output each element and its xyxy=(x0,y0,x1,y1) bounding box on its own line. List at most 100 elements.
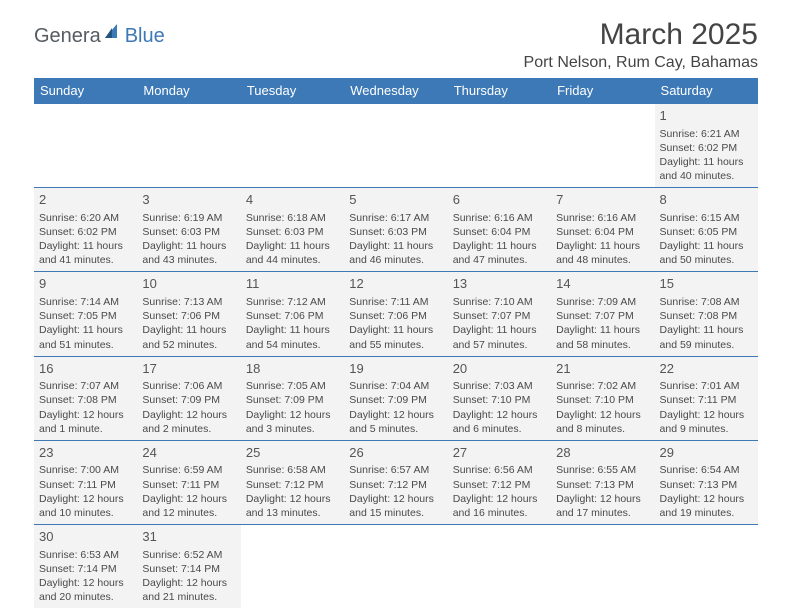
sunrise-text: Sunrise: 6:16 AM xyxy=(453,211,546,225)
sunrise-text: Sunrise: 6:57 AM xyxy=(349,463,442,477)
daylight-text: Daylight: 11 hours and 48 minutes. xyxy=(556,239,649,267)
day-info: Sunrise: 6:58 AMSunset: 7:12 PMDaylight:… xyxy=(246,463,339,520)
calendar-cell: 3Sunrise: 6:19 AMSunset: 6:03 PMDaylight… xyxy=(137,188,240,272)
daylight-text: Daylight: 11 hours and 55 minutes. xyxy=(349,323,442,351)
page-title: March 2025 xyxy=(524,18,758,52)
calendar-cell: 19Sunrise: 7:04 AMSunset: 7:09 PMDayligh… xyxy=(344,356,447,440)
day-info: Sunrise: 6:18 AMSunset: 6:03 PMDaylight:… xyxy=(246,211,339,268)
sunset-text: Sunset: 7:13 PM xyxy=(556,478,649,492)
day-info: Sunrise: 7:02 AMSunset: 7:10 PMDaylight:… xyxy=(556,379,649,436)
day-number: 31 xyxy=(142,528,235,546)
sunrise-text: Sunrise: 6:15 AM xyxy=(660,211,753,225)
weekday-header: Monday xyxy=(137,78,240,104)
sunset-text: Sunset: 7:09 PM xyxy=(349,393,442,407)
calendar-cell: 1Sunrise: 6:21 AMSunset: 6:02 PMDaylight… xyxy=(655,104,758,188)
daylight-text: Daylight: 11 hours and 41 minutes. xyxy=(39,239,132,267)
day-number: 29 xyxy=(660,444,753,462)
calendar-cell xyxy=(551,525,654,609)
day-info: Sunrise: 7:04 AMSunset: 7:09 PMDaylight:… xyxy=(349,379,442,436)
sunset-text: Sunset: 7:06 PM xyxy=(246,309,339,323)
weekday-header: Saturday xyxy=(655,78,758,104)
day-number: 18 xyxy=(246,360,339,378)
day-number: 9 xyxy=(39,275,132,293)
day-info: Sunrise: 7:14 AMSunset: 7:05 PMDaylight:… xyxy=(39,295,132,352)
sunset-text: Sunset: 7:13 PM xyxy=(660,478,753,492)
daylight-text: Daylight: 12 hours and 2 minutes. xyxy=(142,408,235,436)
daylight-text: Daylight: 12 hours and 16 minutes. xyxy=(453,492,546,520)
sunset-text: Sunset: 6:03 PM xyxy=(142,225,235,239)
calendar-cell: 30Sunrise: 6:53 AMSunset: 7:14 PMDayligh… xyxy=(34,525,137,609)
daylight-text: Daylight: 11 hours and 54 minutes. xyxy=(246,323,339,351)
calendar-cell: 13Sunrise: 7:10 AMSunset: 7:07 PMDayligh… xyxy=(448,272,551,356)
sunset-text: Sunset: 7:11 PM xyxy=(660,393,753,407)
daylight-text: Daylight: 12 hours and 10 minutes. xyxy=(39,492,132,520)
calendar-cell xyxy=(448,525,551,609)
sunset-text: Sunset: 7:06 PM xyxy=(142,309,235,323)
day-info: Sunrise: 6:17 AMSunset: 6:03 PMDaylight:… xyxy=(349,211,442,268)
calendar-row: 23Sunrise: 7:00 AMSunset: 7:11 PMDayligh… xyxy=(34,440,758,524)
daylight-text: Daylight: 12 hours and 3 minutes. xyxy=(246,408,339,436)
sunset-text: Sunset: 7:11 PM xyxy=(39,478,132,492)
calendar-cell: 2Sunrise: 6:20 AMSunset: 6:02 PMDaylight… xyxy=(34,188,137,272)
day-info: Sunrise: 6:20 AMSunset: 6:02 PMDaylight:… xyxy=(39,211,132,268)
sunset-text: Sunset: 7:10 PM xyxy=(556,393,649,407)
calendar-cell: 7Sunrise: 6:16 AMSunset: 6:04 PMDaylight… xyxy=(551,188,654,272)
calendar-cell: 31 Sunrise: 6:52 AMSunset: 7:14 PMDayligh… xyxy=(137,525,240,609)
day-info: Sunrise: 7:08 AMSunset: 7:08 PMDaylight:… xyxy=(660,295,753,352)
sunrise-text: Sunrise: 6:16 AM xyxy=(556,211,649,225)
day-number: 27 xyxy=(453,444,546,462)
daylight-text: Daylight: 11 hours and 52 minutes. xyxy=(142,323,235,351)
day-info: Sunrise: 7:12 AMSunset: 7:06 PMDaylight:… xyxy=(246,295,339,352)
calendar-cell xyxy=(655,525,758,609)
calendar-cell: 15Sunrise: 7:08 AMSunset: 7:08 PMDayligh… xyxy=(655,272,758,356)
calendar-cell: 9 Sunrise: 7:14 AMSunset: 7:05 PMDaylight… xyxy=(34,272,137,356)
day-number: 23 xyxy=(39,444,132,462)
weekday-header: Thursday xyxy=(448,78,551,104)
daylight-text: Daylight: 11 hours and 57 minutes. xyxy=(453,323,546,351)
day-info: Sunrise: 6:52 AMSunset: 7:14 PMDaylight:… xyxy=(142,548,235,605)
calendar-cell xyxy=(344,104,447,188)
calendar-cell: 28Sunrise: 6:55 AMSunset: 7:13 PMDayligh… xyxy=(551,440,654,524)
day-info: Sunrise: 6:21 AMSunset: 6:02 PMDaylight:… xyxy=(660,127,753,184)
day-info: Sunrise: 6:15 AMSunset: 6:05 PMDaylight:… xyxy=(660,211,753,268)
sunrise-text: Sunrise: 6:54 AM xyxy=(660,463,753,477)
daylight-text: Daylight: 11 hours and 46 minutes. xyxy=(349,239,442,267)
sunset-text: Sunset: 7:12 PM xyxy=(349,478,442,492)
day-number: 22 xyxy=(660,360,753,378)
sunrise-text: Sunrise: 7:03 AM xyxy=(453,379,546,393)
sunrise-text: Sunrise: 7:02 AM xyxy=(556,379,649,393)
day-number: 8 xyxy=(660,191,753,209)
day-info: Sunrise: 7:00 AMSunset: 7:11 PMDaylight:… xyxy=(39,463,132,520)
day-number: 12 xyxy=(349,275,442,293)
sunset-text: Sunset: 7:09 PM xyxy=(142,393,235,407)
sunrise-text: Sunrise: 7:09 AM xyxy=(556,295,649,309)
daylight-text: Daylight: 12 hours and 12 minutes. xyxy=(142,492,235,520)
day-info: Sunrise: 6:56 AMSunset: 7:12 PMDaylight:… xyxy=(453,463,546,520)
calendar-cell: 11Sunrise: 7:12 AMSunset: 7:06 PMDayligh… xyxy=(241,272,344,356)
day-info: Sunrise: 7:03 AMSunset: 7:10 PMDaylight:… xyxy=(453,379,546,436)
day-number: 30 xyxy=(39,528,132,546)
day-number: 17 xyxy=(142,360,235,378)
sunset-text: Sunset: 6:04 PM xyxy=(453,225,546,239)
calendar-cell: 4Sunrise: 6:18 AMSunset: 6:03 PMDaylight… xyxy=(241,188,344,272)
day-info: Sunrise: 7:09 AMSunset: 7:07 PMDaylight:… xyxy=(556,295,649,352)
calendar-cell xyxy=(241,104,344,188)
day-number: 19 xyxy=(349,360,442,378)
day-info: Sunrise: 7:07 AMSunset: 7:08 PMDaylight:… xyxy=(39,379,132,436)
calendar-cell: 14Sunrise: 7:09 AMSunset: 7:07 PMDayligh… xyxy=(551,272,654,356)
sunset-text: Sunset: 6:03 PM xyxy=(246,225,339,239)
sunrise-text: Sunrise: 7:07 AM xyxy=(39,379,132,393)
sunrise-text: Sunrise: 6:21 AM xyxy=(660,127,753,141)
daylight-text: Daylight: 12 hours and 15 minutes. xyxy=(349,492,442,520)
day-number: 25 xyxy=(246,444,339,462)
daylight-text: Daylight: 11 hours and 51 minutes. xyxy=(39,323,132,351)
sunrise-text: Sunrise: 7:00 AM xyxy=(39,463,132,477)
day-number: 24 xyxy=(142,444,235,462)
calendar-cell: 26Sunrise: 6:57 AMSunset: 7:12 PMDayligh… xyxy=(344,440,447,524)
day-number: 3 xyxy=(142,191,235,209)
sunrise-text: Sunrise: 7:05 AM xyxy=(246,379,339,393)
sunrise-text: Sunrise: 7:08 AM xyxy=(660,295,753,309)
calendar-row: 2Sunrise: 6:20 AMSunset: 6:02 PMDaylight… xyxy=(34,188,758,272)
sunset-text: Sunset: 7:05 PM xyxy=(39,309,132,323)
logo: Genera Blue xyxy=(34,24,165,49)
